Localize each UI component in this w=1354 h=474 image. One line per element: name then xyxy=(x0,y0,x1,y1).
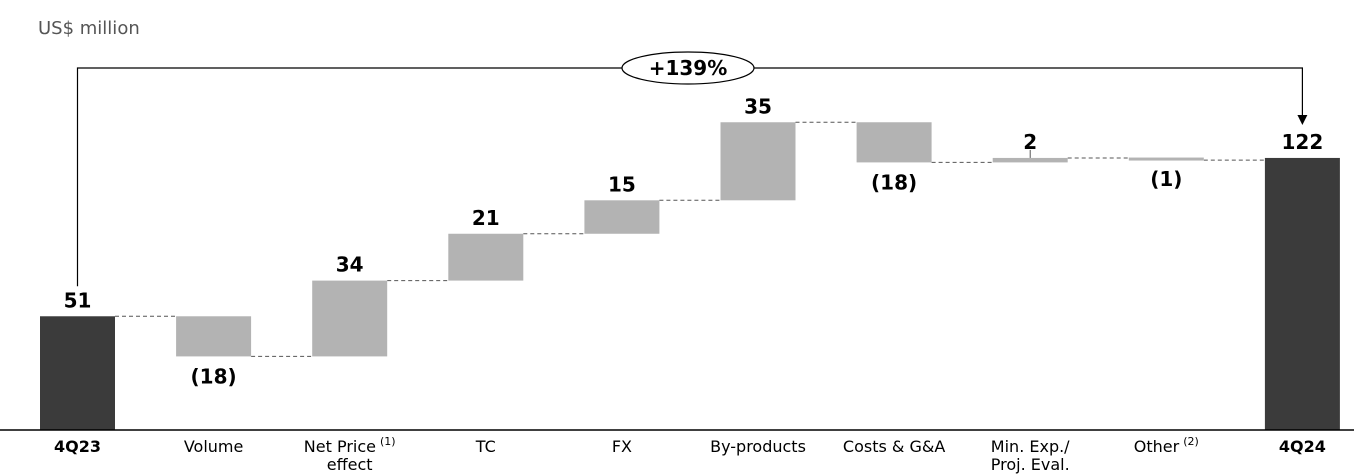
x-tick-label-line2: Proj. Eval. xyxy=(991,455,1070,474)
data-label: (18) xyxy=(191,364,237,388)
x-tick-label: 4Q23 xyxy=(54,437,101,456)
change-ellipse xyxy=(621,51,755,85)
data-label: 51 xyxy=(64,288,92,312)
bar-min-exp xyxy=(992,157,1068,163)
unit-label: US$ million xyxy=(38,18,140,39)
data-label: 34 xyxy=(336,253,364,277)
x-tick-label: By-products xyxy=(710,437,806,456)
x-tick-label: Volume xyxy=(184,437,244,456)
bar-fx xyxy=(584,200,660,234)
data-label: 21 xyxy=(472,206,500,230)
data-label: 122 xyxy=(1282,130,1324,154)
bar-other xyxy=(1128,157,1204,161)
data-label: 35 xyxy=(744,94,772,118)
x-tick-label: Net Price (1) xyxy=(304,435,396,456)
x-tick-label: FX xyxy=(612,437,632,456)
bar-net-price xyxy=(312,280,388,357)
x-tick-label: Costs & G&A xyxy=(843,437,945,456)
bar-by-products xyxy=(720,122,796,201)
data-label: (18) xyxy=(871,170,917,194)
data-label: (1) xyxy=(1150,167,1182,191)
bracket-right-arrow xyxy=(754,67,1308,125)
x-tick-label: TC xyxy=(475,437,496,456)
bar-4q24 xyxy=(1264,157,1340,430)
data-label: 15 xyxy=(608,172,636,196)
change-annotation-text: +139% xyxy=(649,56,728,80)
x-tick-label: 4Q24 xyxy=(1279,437,1326,456)
x-tick-label: Min. Exp./ xyxy=(991,437,1070,456)
data-label: 2 xyxy=(1023,130,1037,154)
bar-tc xyxy=(448,233,524,281)
bar-costs-g-a xyxy=(856,122,932,163)
x-tick-label: Other (2) xyxy=(1134,435,1199,456)
bar-volume xyxy=(176,316,252,357)
bracket-left-line xyxy=(76,67,622,287)
bar-4q23 xyxy=(40,316,115,430)
x-tick-label-line2: effect xyxy=(327,455,373,474)
